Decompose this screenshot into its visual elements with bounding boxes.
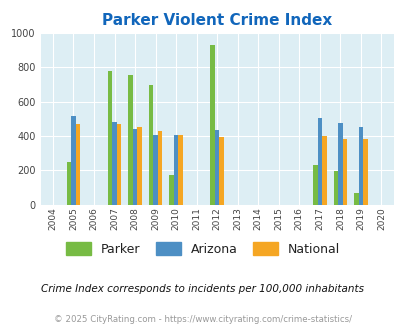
Bar: [312, 165, 317, 205]
Bar: [169, 176, 173, 205]
Bar: [128, 75, 132, 205]
Bar: [149, 85, 153, 205]
Bar: [137, 126, 141, 205]
Bar: [132, 129, 137, 205]
Bar: [358, 126, 362, 205]
Bar: [66, 162, 71, 205]
Bar: [353, 193, 358, 205]
Bar: [112, 122, 117, 205]
Bar: [107, 71, 112, 205]
Bar: [333, 171, 337, 205]
Bar: [153, 135, 158, 205]
Bar: [158, 131, 162, 205]
Bar: [317, 117, 321, 205]
Text: Crime Index corresponds to incidents per 100,000 inhabitants: Crime Index corresponds to incidents per…: [41, 284, 364, 294]
Bar: [321, 137, 326, 205]
Bar: [173, 135, 178, 205]
Bar: [210, 45, 214, 205]
Text: © 2025 CityRating.com - https://www.cityrating.com/crime-statistics/: © 2025 CityRating.com - https://www.city…: [54, 315, 351, 324]
Bar: [117, 124, 121, 205]
Legend: Parker, Arizona, National: Parker, Arizona, National: [61, 237, 344, 261]
Bar: [214, 130, 219, 205]
Bar: [75, 124, 80, 205]
Title: Parker Violent Crime Index: Parker Violent Crime Index: [102, 13, 332, 28]
Bar: [337, 123, 342, 205]
Bar: [178, 135, 183, 205]
Bar: [219, 137, 224, 205]
Bar: [362, 139, 367, 205]
Bar: [71, 116, 75, 205]
Bar: [342, 139, 346, 205]
